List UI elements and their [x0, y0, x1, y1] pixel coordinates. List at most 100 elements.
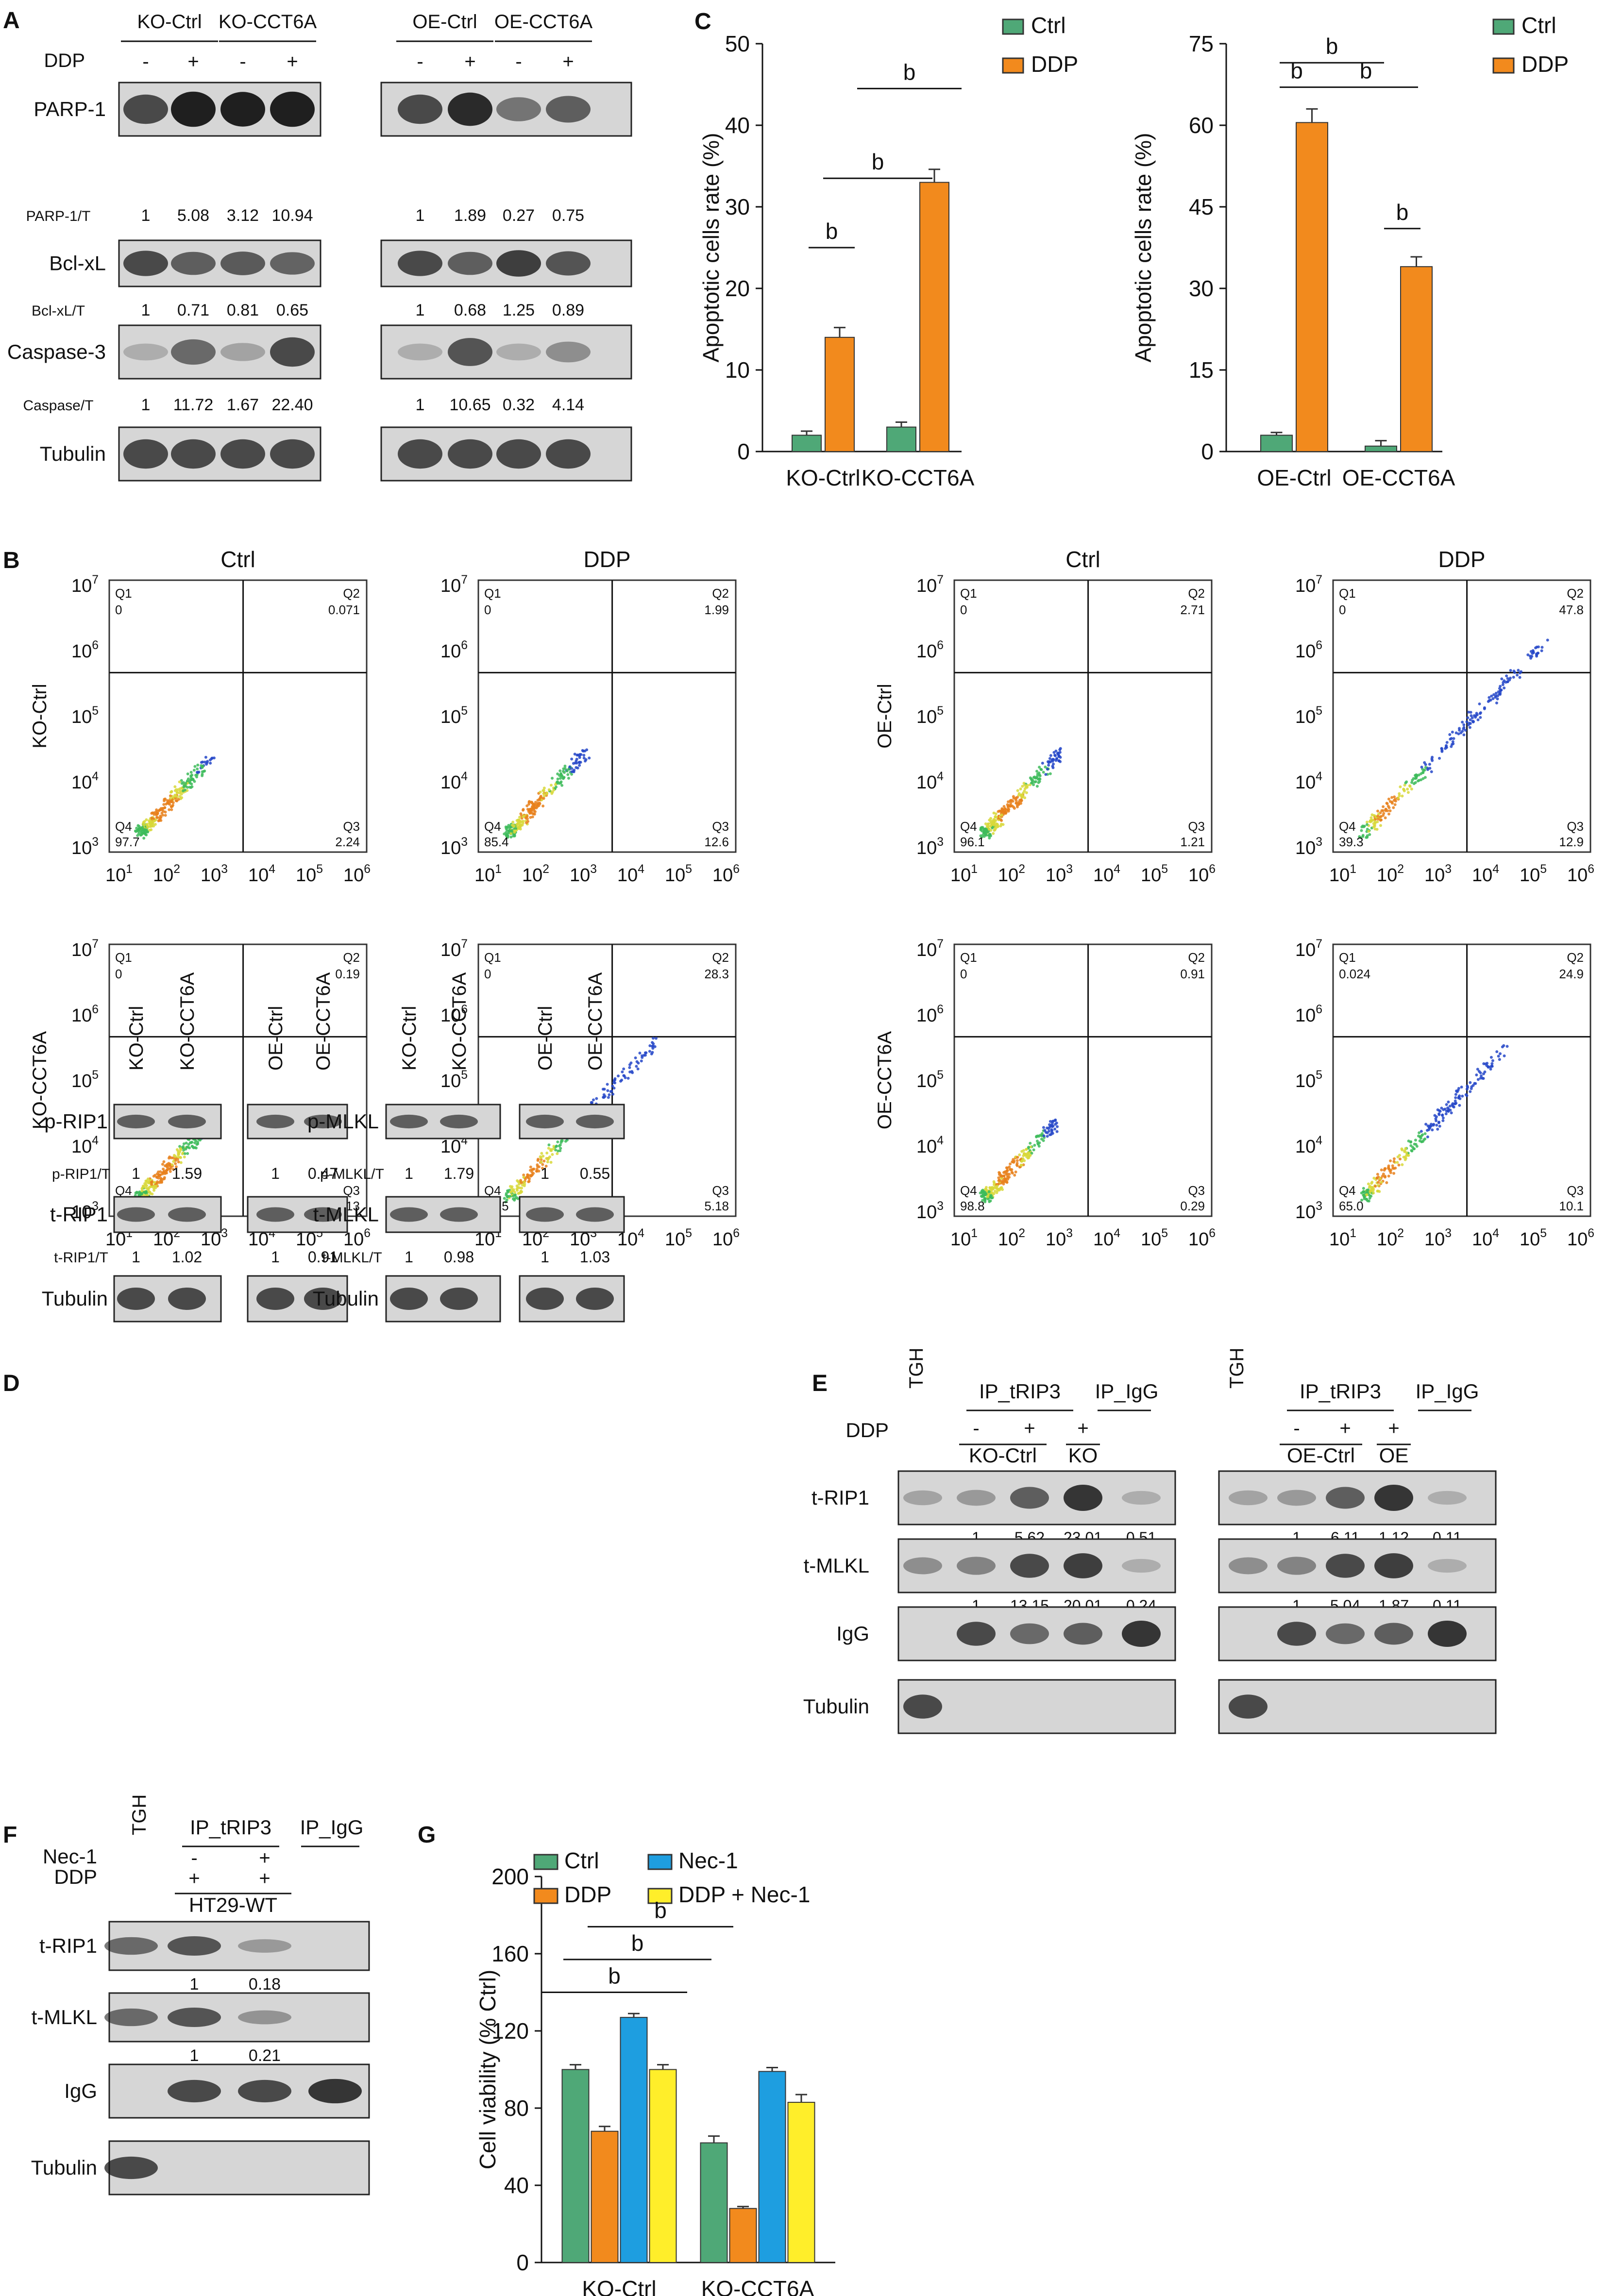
flow-event [993, 819, 996, 822]
flow-y-tick: 107 [71, 573, 99, 596]
flow-event [1029, 1154, 1032, 1157]
flow-event [1468, 726, 1471, 729]
flow-event [514, 827, 518, 830]
flow-event [1420, 772, 1423, 775]
flow-event [1512, 675, 1515, 679]
significance-label: b [903, 59, 916, 84]
flow-event [1025, 1148, 1028, 1151]
flow-event [165, 1169, 168, 1172]
flow-event [1421, 777, 1425, 780]
q1-value: 0 [484, 967, 491, 981]
flow-event [1057, 753, 1060, 756]
flow-x-tick: 104 [1472, 1227, 1499, 1250]
flow-event [982, 827, 985, 831]
flow-event [613, 1081, 617, 1085]
flow-event [1546, 638, 1549, 642]
a-band [448, 92, 492, 126]
flow-event [1391, 1164, 1394, 1168]
flow-event [1380, 818, 1383, 821]
b-col-title: DDP [1438, 547, 1485, 572]
flow-event [193, 765, 197, 768]
f-nec-sign: - [191, 1847, 197, 1869]
flow-event [1466, 716, 1470, 720]
d-band [256, 1288, 294, 1310]
d-ratio-value: 1.03 [580, 1248, 610, 1266]
q1-value: 0 [960, 603, 967, 617]
flow-event [1374, 1185, 1377, 1188]
flow-event [1404, 781, 1407, 785]
d-band [304, 1207, 342, 1222]
flow-event [1470, 1087, 1473, 1090]
flow-x-tick: 103 [570, 863, 597, 886]
flow-event [1454, 1096, 1457, 1099]
a-ratio-value: 1 [416, 206, 425, 225]
flow-event [560, 784, 564, 787]
flow-event [143, 1193, 147, 1197]
flow-event [145, 818, 148, 821]
flow-event [200, 761, 203, 764]
flow-event [512, 1194, 515, 1198]
flow-x-tick: 106 [343, 1227, 371, 1250]
flow-event [556, 1152, 559, 1156]
f-ratio-value: 0.21 [249, 2046, 281, 2065]
flow-event [1002, 804, 1006, 808]
a-band [123, 251, 168, 276]
a-ratio-label: Bcl-xL/T [32, 303, 85, 319]
legend-label: DDP [1521, 51, 1569, 77]
significance-label: b [1396, 200, 1409, 225]
a-band [171, 339, 216, 365]
flow-event [155, 812, 158, 815]
flow-event [1492, 693, 1496, 696]
flow-event [1436, 1108, 1439, 1111]
flow-event [1052, 751, 1056, 754]
flow-event [538, 802, 541, 805]
f-ddp-label: DDP [54, 1865, 97, 1888]
flow-x-tick: 101 [474, 863, 502, 886]
e-band [1428, 1621, 1467, 1647]
q1-name: Q1 [115, 586, 132, 601]
flow-event [189, 774, 193, 778]
y-axis-label: Apoptotic cells rate (%) [1131, 133, 1156, 363]
flow-event [1011, 800, 1014, 803]
flow-event [609, 1090, 612, 1093]
flow-event [1038, 777, 1041, 781]
flow-event [182, 1148, 186, 1152]
flow-event [1488, 699, 1491, 702]
flow-event [1013, 806, 1016, 810]
flow-event [551, 1153, 554, 1156]
flow-plot-frame [1332, 943, 1591, 1217]
flow-event [546, 1158, 550, 1161]
flow-event [180, 796, 184, 800]
d-ratio-value: 1.79 [444, 1165, 474, 1182]
q2-value: 47.8 [1559, 603, 1584, 617]
flow-event [998, 809, 1002, 813]
flow-event [1410, 788, 1413, 791]
q3-value: 2.24 [335, 835, 360, 849]
flow-event [518, 823, 522, 827]
flow-event [542, 794, 546, 798]
flow-event [1496, 697, 1499, 701]
d-ratio-value: 1.59 [172, 1165, 202, 1182]
flow-event [1363, 1197, 1366, 1201]
d-lane-label: KO-Ctrl [399, 1006, 420, 1071]
y-tick-label: 120 [491, 2018, 529, 2044]
flow-event [572, 762, 575, 765]
flow-event [552, 788, 556, 792]
flow-event [1454, 1093, 1457, 1096]
flow-event [174, 1165, 178, 1169]
legend-label: Ctrl [1031, 13, 1066, 38]
flow-event [622, 1067, 625, 1071]
flow-event [1476, 1078, 1480, 1081]
e-band [1326, 1487, 1365, 1509]
flow-event [169, 796, 172, 800]
significance-label: b [654, 1897, 667, 1923]
q3-name: Q3 [1567, 1183, 1584, 1198]
x-tick-label: OE-CCT6A [1342, 465, 1455, 490]
flow-event [519, 827, 522, 831]
flow-event [1475, 712, 1478, 715]
flow-event [155, 1175, 158, 1179]
e-band [1010, 1487, 1049, 1509]
flow-event [203, 769, 206, 772]
a-band [398, 251, 442, 276]
f-band [168, 1936, 221, 1956]
